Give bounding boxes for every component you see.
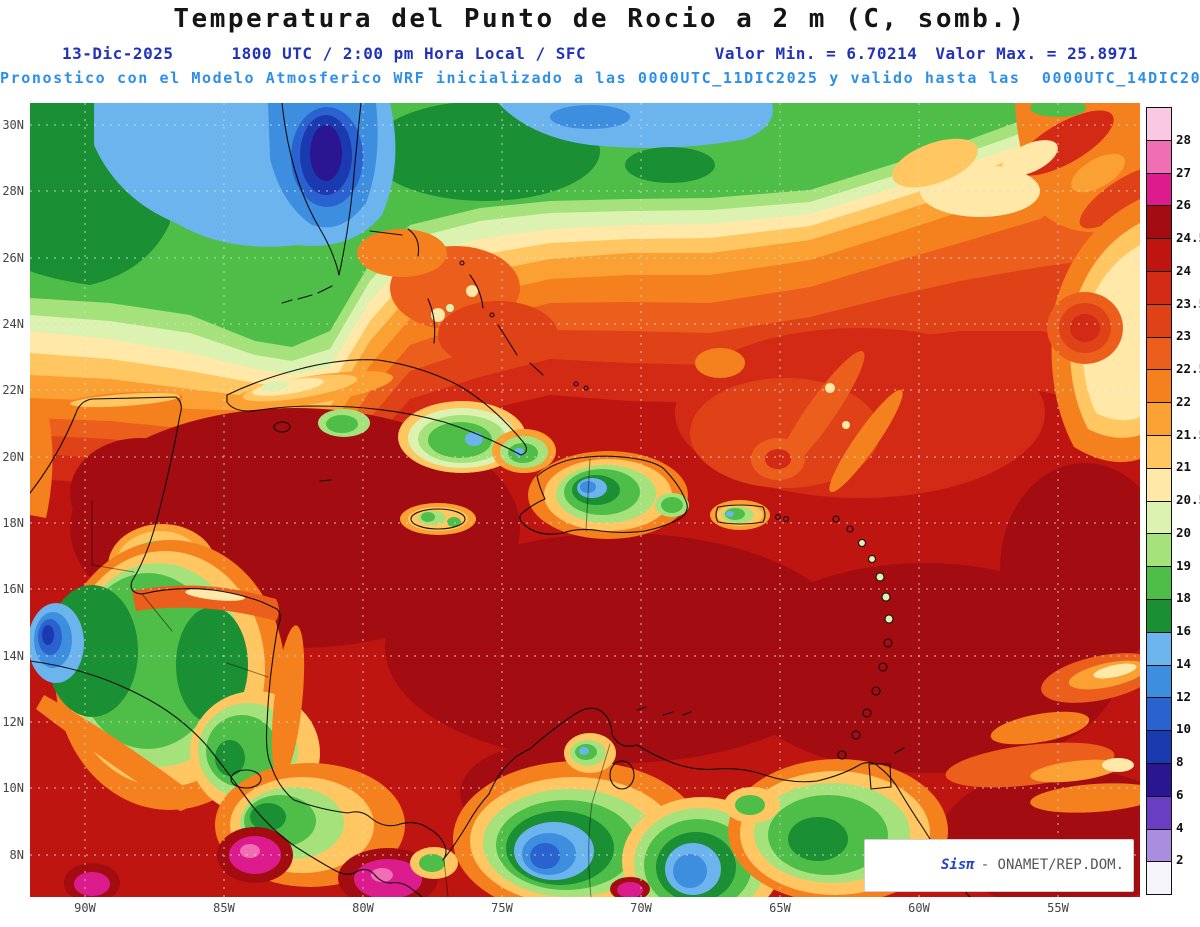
lat-label: 28N — [2, 184, 24, 198]
contour-fills — [30, 103, 1140, 897]
lat-label: 20N — [2, 450, 24, 464]
map-area: 30N 28N 26N 24N 22N 20N 18N 16N 14N 12N 10N 8N — [0, 103, 1200, 927]
colorbar-label: 14 — [1176, 655, 1192, 671]
colorbar-segment — [1147, 205, 1171, 239]
colorbar-segment — [1147, 697, 1171, 731]
colorbar-label: 2 — [1176, 852, 1184, 868]
colorbar-segment — [1147, 631, 1171, 665]
lat-label: 12N — [2, 715, 24, 729]
gridlines — [30, 103, 1140, 897]
colorbar-segment — [1147, 139, 1171, 173]
colorbar-segment — [1147, 664, 1171, 698]
colorbar-segment — [1147, 500, 1171, 534]
colorbar-segment — [1147, 172, 1171, 206]
colorbar-label: 22.5 — [1176, 361, 1200, 376]
colorbar-segment — [1147, 303, 1171, 337]
value-range: Valor Min. = 6.70214 Valor Max. = 25.897… — [715, 44, 1138, 63]
colorbar-label: 16 — [1176, 623, 1192, 638]
lon-label: 80W — [352, 901, 374, 915]
colorbar-segment — [1147, 533, 1171, 567]
colorbar-label: 8 — [1176, 754, 1184, 769]
lon-label: 60W — [908, 901, 930, 915]
lat-label: 22N — [2, 383, 24, 397]
forecast-info-line: 13-Dic-2025 1800 UTC / 2:00 pm Hora Loca… — [62, 44, 1138, 63]
colorbar-label: 22 — [1176, 393, 1192, 409]
colorbar-segment — [1147, 108, 1171, 140]
colorbar-label: 19 — [1176, 557, 1192, 573]
lat-label: 24N — [2, 317, 24, 331]
colorbar-segment — [1147, 402, 1171, 435]
colorbar-segment — [1147, 861, 1171, 895]
colorbar: 28272624.52423.52322.52221.52120.5201918… — [1146, 107, 1200, 897]
watermark: Sisπ - ONAMET/REP.DOM. — [863, 839, 1134, 892]
colorbar-label: 28 — [1176, 131, 1192, 147]
lon-label: 55W — [1047, 901, 1069, 915]
lat-label: 14N — [2, 649, 24, 663]
colorbar-label: 24 — [1176, 262, 1192, 278]
colorbar-segment — [1147, 238, 1171, 271]
colorbar-segment — [1147, 795, 1171, 829]
colorbar-segment — [1147, 336, 1171, 370]
lat-label: 8N — [9, 848, 24, 862]
colorbar-segment — [1147, 828, 1171, 862]
lon-label: 85W — [213, 901, 235, 915]
watermark-text: - ONAMET/REP.DOM. — [980, 857, 1124, 873]
colorbar-segment — [1147, 369, 1171, 403]
colorbar-label: 27 — [1176, 164, 1192, 180]
colorbar-segment — [1147, 730, 1171, 763]
colorbar-segment — [1147, 598, 1171, 632]
coastlines — [30, 103, 971, 897]
colorbar-label: 20 — [1176, 524, 1192, 540]
forecast-date: 13-Dic-2025 — [62, 44, 174, 63]
lon-label: 75W — [491, 901, 513, 915]
lat-label: 16N — [2, 582, 24, 596]
colorbar-segment — [1147, 270, 1171, 304]
lon-label: 90W — [74, 901, 96, 915]
colorbar-segment — [1147, 762, 1171, 796]
lat-label: 30N — [2, 118, 24, 132]
colorbar-label: 21 — [1176, 459, 1192, 475]
value-max: Valor Max. = 25.8971 — [935, 44, 1138, 63]
colorbar-segment — [1147, 467, 1171, 501]
colorbar-strip — [1146, 107, 1172, 895]
colorbar-label: 21.5 — [1176, 426, 1200, 442]
colorbar-segment — [1147, 434, 1171, 468]
lat-axis: 30N 28N 26N 24N 22N 20N 18N 16N 14N 12N 10N 8N — [0, 103, 27, 897]
watermark-brand: Sisπ — [940, 857, 975, 873]
colorbar-label: 10 — [1176, 721, 1192, 737]
colorbar-label: 6 — [1176, 786, 1184, 802]
lat-label: 18N — [2, 516, 24, 530]
colorbar-label: 4 — [1176, 819, 1184, 835]
page-title: Temperatura del Punto de Rocio a 2 m (C,… — [173, 4, 1027, 34]
lat-label: 26N — [2, 251, 24, 265]
contour-map-svg — [30, 103, 1140, 897]
lon-label: 65W — [769, 901, 791, 915]
lon-label: 70W — [630, 901, 652, 915]
colorbar-label: 18 — [1176, 590, 1192, 606]
value-min: Valor Min. = 6.70214 — [714, 44, 918, 63]
forecast-time: 1800 UTC / 2:00 pm Hora Local / SFC — [231, 44, 587, 63]
lat-label: 10N — [2, 781, 24, 795]
colorbar-label: 24.5 — [1176, 230, 1200, 245]
colorbar-label: 20.5 — [1176, 492, 1200, 507]
map-canvas: Sisπ - ONAMET/REP.DOM. — [30, 103, 1140, 897]
colorbar-label: 12 — [1176, 688, 1192, 704]
colorbar-segment — [1147, 566, 1171, 599]
colorbar-label: 23 — [1176, 328, 1192, 344]
lon-axis: 90W 85W 80W 75W 70W 65W 60W 55W — [30, 897, 1140, 921]
colorbar-label: 23.5 — [1176, 295, 1200, 311]
colorbar-label: 26 — [1176, 197, 1192, 213]
model-run-line: Pronostico con el Modelo Atmosferico WRF… — [0, 69, 1200, 87]
